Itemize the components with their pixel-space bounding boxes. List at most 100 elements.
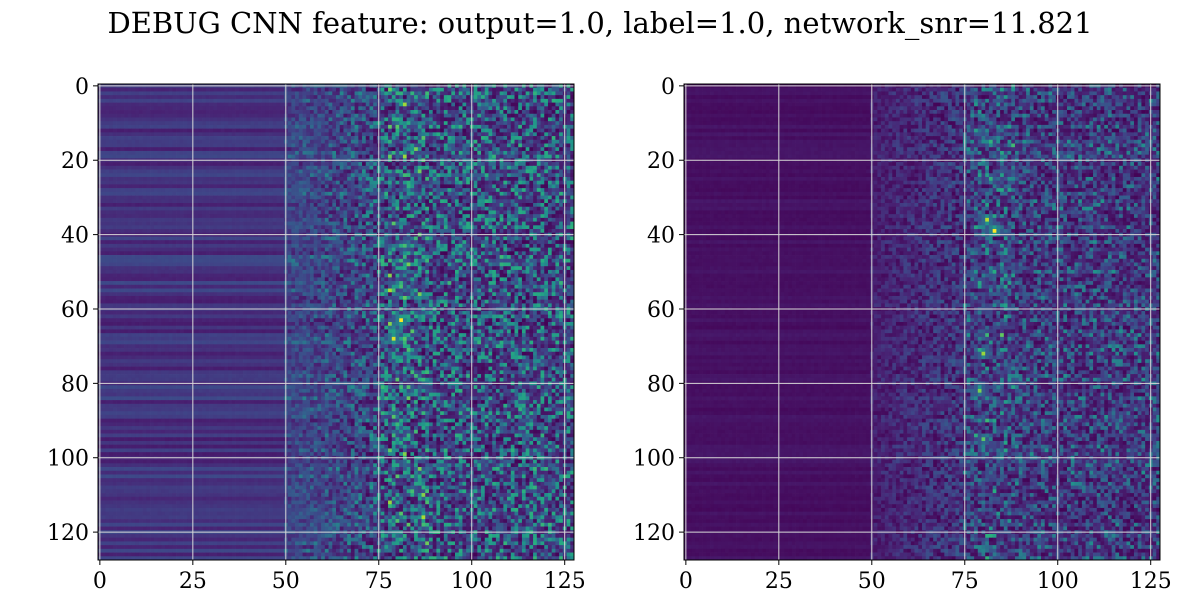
heatmap-cell — [410, 106, 414, 110]
heatmap-cell — [258, 106, 262, 110]
heatmap-cell — [321, 110, 325, 114]
heatmap-cell — [109, 132, 113, 136]
heatmap-cell — [280, 147, 284, 151]
heatmap-cell — [355, 110, 359, 114]
heatmap-cell — [105, 106, 109, 110]
heatmap-cell — [146, 144, 150, 148]
heatmap-cell — [239, 99, 243, 103]
heatmap-cell — [117, 177, 121, 181]
heatmap-cell — [321, 114, 325, 118]
heatmap-cell — [515, 170, 519, 174]
heatmap-cell — [544, 103, 548, 107]
heatmap-cell — [485, 129, 489, 133]
heatmap-cell — [120, 140, 124, 144]
heatmap-cell — [239, 95, 243, 99]
heatmap-cell — [366, 166, 370, 170]
heatmap-cell — [529, 151, 533, 155]
heatmap-cell — [436, 170, 440, 174]
heatmap-cell — [481, 155, 485, 159]
heatmap-cell — [217, 144, 221, 148]
heatmap-cell — [105, 103, 109, 107]
heatmap-cell — [291, 181, 295, 185]
heatmap-cell — [541, 177, 545, 181]
heatmap-cell — [507, 162, 511, 166]
heatmap-cell — [381, 155, 385, 159]
heatmap-cell — [526, 99, 530, 103]
heatmap-cell — [544, 106, 548, 110]
heatmap-cell — [277, 103, 281, 107]
heatmap-cell — [247, 117, 251, 121]
heatmap-cell — [422, 155, 426, 159]
heatmap-cell — [559, 144, 563, 148]
heatmap-cell — [351, 136, 355, 140]
heatmap-cell — [407, 173, 411, 177]
heatmap-cell — [373, 144, 377, 148]
heatmap-cell — [243, 136, 247, 140]
heatmap-cell — [496, 91, 500, 95]
heatmap-cell — [399, 91, 403, 95]
heatmap-cell — [131, 136, 135, 140]
heatmap-cell — [221, 117, 225, 121]
heatmap-cell — [440, 121, 444, 125]
heatmap-cell — [462, 181, 466, 185]
heatmap-cell — [329, 166, 333, 170]
heatmap-cell — [384, 125, 388, 129]
heatmap-cell — [176, 132, 180, 136]
heatmap-cell — [567, 155, 571, 159]
heatmap-cell — [448, 155, 452, 159]
heatmap-cell — [332, 88, 336, 92]
heatmap-cell — [158, 91, 162, 95]
heatmap-cell — [247, 95, 251, 99]
heatmap-cell — [403, 155, 407, 159]
heatmap-cell — [273, 140, 277, 144]
heatmap-cell — [429, 132, 433, 136]
heatmap-cell — [369, 132, 373, 136]
heatmap-cell — [448, 110, 452, 114]
heatmap-cell — [232, 125, 236, 129]
heatmap-cell — [429, 110, 433, 114]
heatmap-cell — [184, 103, 188, 107]
heatmap-cell — [213, 162, 217, 166]
heatmap-cell — [403, 129, 407, 133]
heatmap-cell — [154, 144, 158, 148]
heatmap-cell — [291, 114, 295, 118]
heatmap-cell — [444, 136, 448, 140]
heatmap-cell — [507, 99, 511, 103]
heatmap-cell — [158, 177, 162, 181]
heatmap-cell — [135, 117, 139, 121]
heatmap-cell — [373, 173, 377, 177]
heatmap-cell — [172, 173, 176, 177]
heatmap-cell — [258, 117, 262, 121]
heatmap-cell — [418, 129, 422, 133]
heatmap-cell — [533, 106, 537, 110]
heatmap-cell — [522, 114, 526, 118]
heatmap-cell — [306, 110, 310, 114]
heatmap-cell — [306, 144, 310, 148]
heatmap-cell — [210, 110, 214, 114]
heatmap-cell — [399, 184, 403, 188]
heatmap-cell — [355, 91, 359, 95]
heatmap-cell — [466, 88, 470, 92]
heatmap-cell — [418, 88, 422, 92]
heatmap-cell — [343, 173, 347, 177]
heatmap-cell — [303, 132, 307, 136]
heatmap-cell — [243, 184, 247, 188]
heatmap-cell — [388, 129, 392, 133]
heatmap-cell — [184, 173, 188, 177]
heatmap-cell — [210, 177, 214, 181]
heatmap-cell — [351, 132, 355, 136]
heatmap-cell — [217, 177, 221, 181]
heatmap-cell — [236, 117, 240, 121]
heatmap-cell — [425, 136, 429, 140]
heatmap-cell — [184, 184, 188, 188]
heatmap-cell — [143, 125, 147, 129]
heatmap-cell — [299, 136, 303, 140]
heatmap-cell — [410, 99, 414, 103]
heatmap-cell — [500, 121, 504, 125]
heatmap-cell — [373, 132, 377, 136]
heatmap-cell — [213, 184, 217, 188]
heatmap-cell — [462, 88, 466, 92]
heatmap-cell — [135, 147, 139, 151]
heatmap-cell — [451, 95, 455, 99]
heatmap-cell — [128, 121, 132, 125]
